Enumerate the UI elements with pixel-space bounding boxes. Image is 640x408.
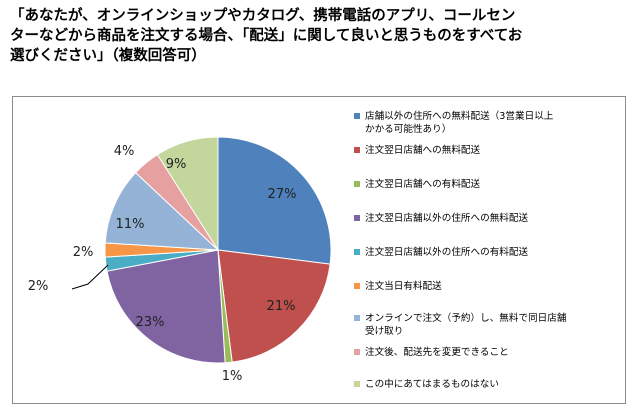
legend-label-line: かかる可能性あり） bbox=[365, 124, 452, 135]
legend-label-line: オンラインで注文（予約）し、無料で同日店舗 bbox=[365, 313, 567, 324]
pie-slice bbox=[156, 136, 219, 252]
chart-title: 「あなたが、オンラインショップやカタログ、携帯電話のアプリ、コールセン ターなど… bbox=[10, 6, 630, 66]
legend-label: この中にあてはまるものはない bbox=[365, 378, 620, 391]
legend-label-line: 注文翌日店舗への有料配送 bbox=[365, 179, 481, 190]
legend-label: 注文翌日店舗以外の住所への有料配送 bbox=[365, 246, 620, 259]
legend-swatch bbox=[354, 113, 360, 119]
legend-swatch bbox=[354, 381, 360, 387]
legend-label-line: この中にあてはまるものはない bbox=[365, 379, 499, 390]
legend-swatch bbox=[354, 349, 360, 355]
pie-slice bbox=[106, 249, 226, 364]
slice-value-label: 2% bbox=[28, 279, 49, 294]
slice-value-label: 23% bbox=[136, 315, 165, 330]
legend-swatch bbox=[354, 215, 360, 221]
slice-value-label: 11% bbox=[116, 217, 145, 232]
pie-slice bbox=[217, 136, 332, 265]
legend-swatch bbox=[354, 147, 360, 153]
legend-label-line: 注文当日有料配送 bbox=[365, 281, 442, 292]
legend-label: オンラインで注文（予約）し、無料で同日店舗 受け取り bbox=[365, 312, 620, 338]
legend-label-line: 店舗以外の住所への無料配送（3営業日以上 bbox=[365, 111, 554, 122]
legend-swatch bbox=[354, 283, 360, 289]
legend-label: 注文後、配送先を変更できること bbox=[365, 346, 620, 359]
legend-swatch bbox=[354, 249, 360, 255]
chart-title-line-3: 選びください」（複数回答可） bbox=[10, 48, 206, 64]
slice-value-label: 21% bbox=[267, 299, 296, 314]
pie-slice bbox=[217, 249, 331, 363]
legend-label-line: 注文翌日店舗以外の住所への無料配送 bbox=[365, 213, 529, 224]
slice-value-label: 1% bbox=[222, 369, 243, 384]
legend-label-line: 注文翌日店舗への無料配送 bbox=[365, 145, 481, 156]
legend-label: 注文翌日店舗への有料配送 bbox=[365, 178, 620, 191]
legend-label-line: 受け取り bbox=[365, 326, 404, 337]
legend-label: 注文翌日店舗への無料配送 bbox=[365, 144, 620, 157]
legend-swatch bbox=[354, 181, 360, 187]
chart-title-line-2: ターなどから商品を注文する場合、「配送」に関して良いと思うものをすべてお bbox=[10, 28, 523, 44]
slice-value-label: 4% bbox=[114, 144, 135, 159]
pie-slice bbox=[104, 171, 220, 251]
legend-label: 注文当日有料配送 bbox=[365, 280, 620, 293]
label-leader-line bbox=[71, 264, 109, 290]
slice-value-label: 9% bbox=[166, 157, 187, 172]
legend-label: 店舗以外の住所への無料配送（3営業日以上 かかる可能性あり） bbox=[365, 110, 620, 136]
legend-swatch bbox=[354, 315, 360, 321]
slice-value-label: 27% bbox=[268, 187, 297, 202]
chart-title-line-1: 「あなたが、オンラインショップやカタログ、携帯電話のアプリ、コールセン bbox=[10, 8, 516, 24]
legend-label: 注文翌日店舗以外の住所への無料配送 bbox=[365, 212, 620, 225]
legend-label-line: 注文後、配送先を変更できること bbox=[365, 347, 509, 358]
legend-label-line: 注文翌日店舗以外の住所への有料配送 bbox=[365, 247, 529, 258]
slice-value-label: 2% bbox=[73, 245, 94, 260]
